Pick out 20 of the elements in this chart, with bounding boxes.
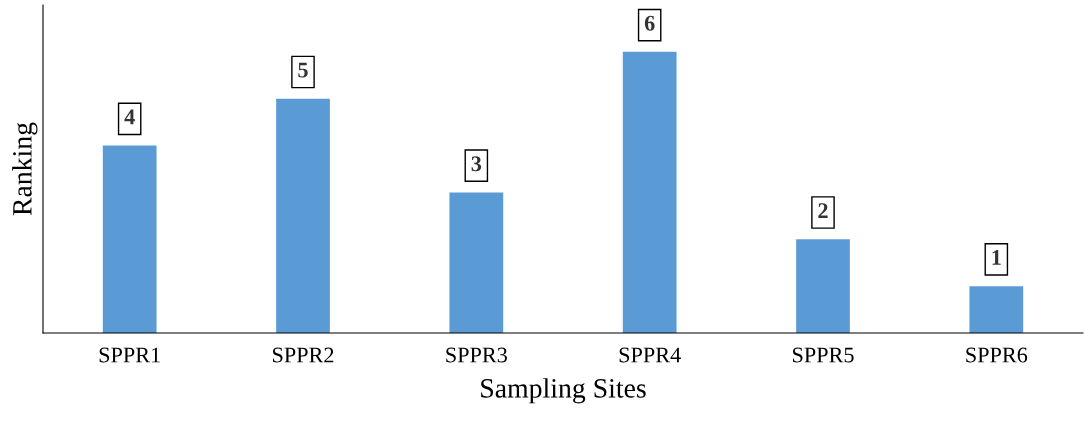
bar — [622, 51, 677, 333]
bar — [276, 98, 330, 333]
x-tick-label: SPPR1 — [99, 347, 160, 363]
x-axis-title: Sampling Sites — [481, 378, 646, 404]
x-tick-label: SPPR4 — [619, 347, 681, 363]
data-label: 3 — [471, 156, 482, 172]
data-label: 1 — [992, 250, 1001, 265]
x-tick-label: SPPR6 — [966, 347, 1028, 363]
x-tick-label: SPPR2 — [272, 347, 334, 363]
data-label: 6 — [644, 15, 655, 31]
data-label: 2 — [818, 203, 828, 218]
y-axis-title: Ranking — [12, 122, 38, 216]
bar — [969, 286, 1024, 333]
x-tick-label: SPPR5 — [792, 347, 854, 363]
data-label: 4 — [124, 109, 135, 125]
bar — [449, 192, 504, 333]
bar — [796, 239, 850, 333]
data-label: 5 — [298, 62, 308, 78]
x-tick-label: SPPR3 — [446, 347, 507, 363]
bar — [102, 145, 157, 333]
